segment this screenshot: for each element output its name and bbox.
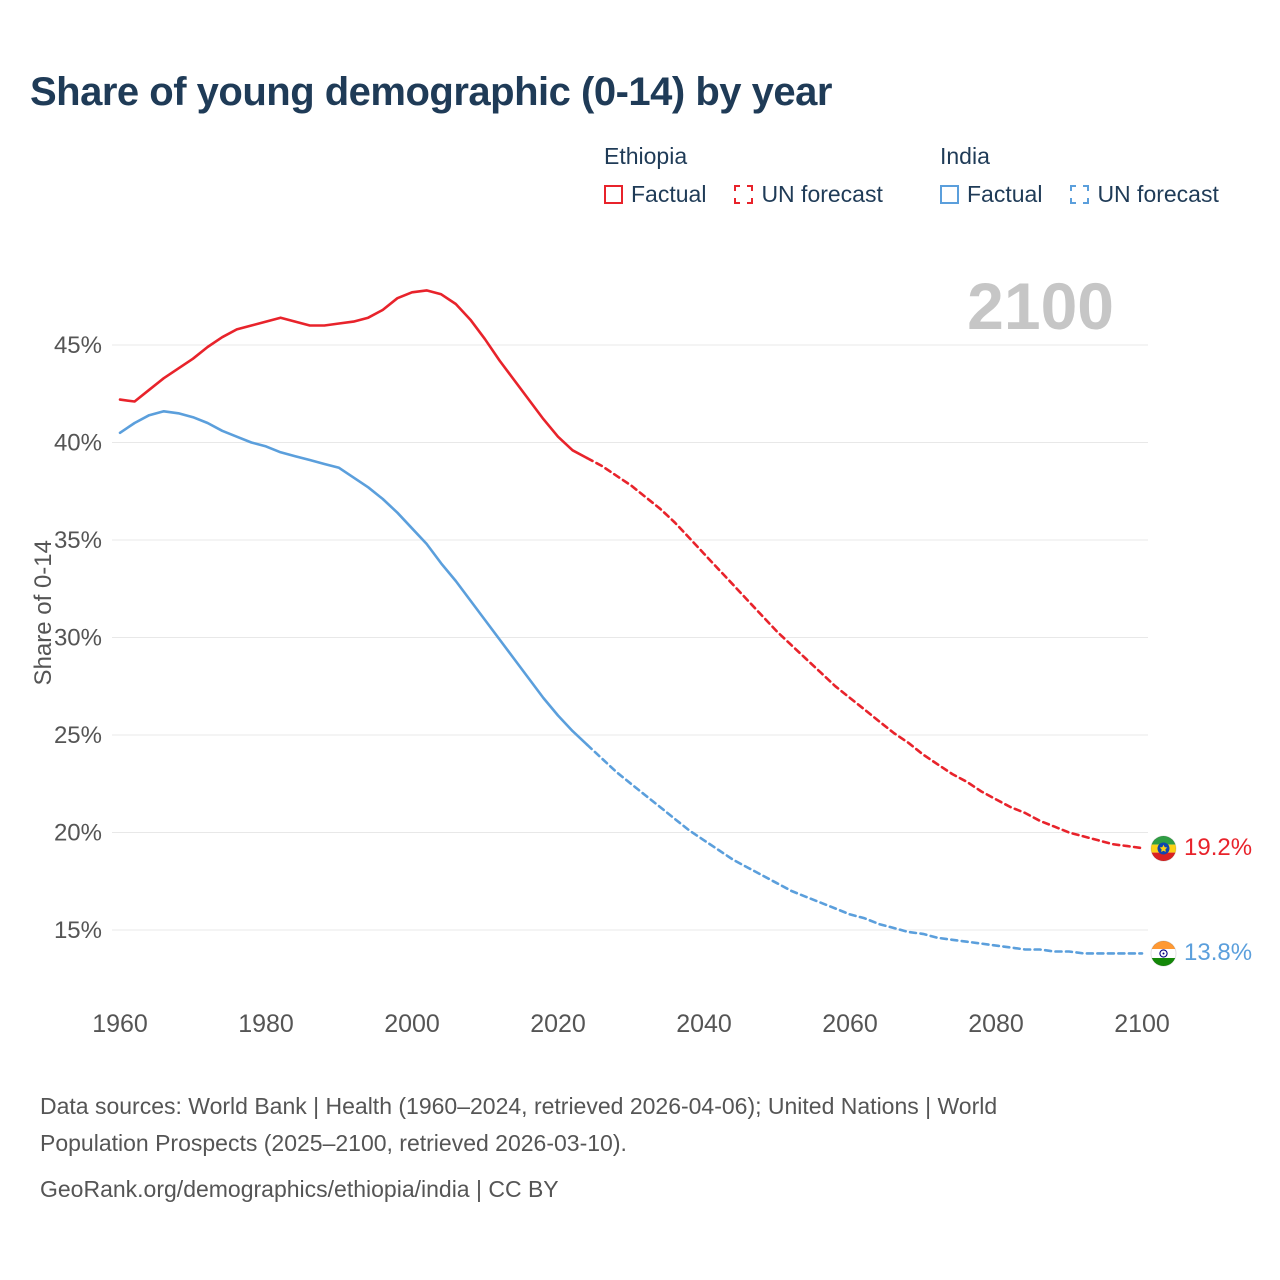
end-label-value-india: 13.8%	[1184, 939, 1253, 967]
legend-label-india-forecast: UN forecast	[1097, 181, 1219, 207]
legend-items-ethiopia: Factual UN forecast	[604, 181, 883, 208]
legend-label-india-factual: Factual	[967, 181, 1043, 207]
x-tick-label: 2000	[384, 1010, 440, 1038]
y-tick-label: 30%	[54, 625, 102, 652]
x-tick-label: 1960	[92, 1010, 148, 1038]
chart-svg: 15% 20% 25% 30% 35% 40% 45% 1960 1980 2000 2020 204…	[54, 289, 1170, 1038]
x-tick-label: 2040	[676, 1010, 732, 1038]
end-label-ethiopia: 19.2%	[1150, 834, 1252, 862]
y-tick-label: 15%	[54, 917, 102, 944]
series-line-ethiopia-dashed	[585, 456, 1144, 850]
data-sources-line-1: Data sources: World Bank | Health (1960–…	[40, 1093, 998, 1119]
x-tick-label: 2020	[530, 1010, 586, 1038]
legend-swatch-india-forecast-icon	[1070, 185, 1090, 204]
legend-items-india: Factual UN forecast	[940, 181, 1219, 208]
attribution-link: GeoRank.org/demographics/ethiopia/india …	[40, 1176, 559, 1202]
india-flag-icon	[1150, 940, 1177, 967]
watermark-year: 2100	[967, 269, 1114, 343]
series-line-india-solid	[118, 410, 589, 747]
end-label-india: 13.8%	[1150, 939, 1252, 967]
legend-group-ethiopia: Ethiopia Factual UN forecast	[604, 143, 883, 208]
y-tick-label: 40%	[54, 430, 102, 457]
x-tick-label: 2100	[1114, 1010, 1170, 1038]
legend-title-india: India	[940, 143, 990, 169]
x-tick-label: 2060	[822, 1010, 878, 1038]
legend-swatch-india-factual-icon	[940, 185, 959, 204]
x-tick-label: 1980	[238, 1010, 294, 1038]
x-tick-label: 2080	[968, 1010, 1024, 1038]
y-tick-label: 20%	[54, 820, 102, 847]
y-tick-label: 35%	[54, 527, 102, 554]
legend-group-india: India Factual UN forecast	[940, 143, 1219, 208]
data-sources: Data sources: World Bank | Health (1960–…	[40, 1088, 997, 1208]
legend-label-ethiopia-factual: Factual	[631, 181, 707, 207]
legend-swatch-ethiopia-forecast-icon	[734, 185, 754, 204]
data-sources-line-2: Population Prospects (2025–2100, retriev…	[40, 1130, 627, 1156]
series-line-ethiopia-solid	[118, 289, 589, 460]
y-tick-label: 25%	[54, 722, 102, 749]
end-label-value-ethiopia: 19.2%	[1184, 834, 1253, 862]
page-title: Share of young demographic (0-14) by yea…	[30, 70, 832, 114]
series-line-india-dashed	[585, 743, 1144, 955]
y-tick-label: 45%	[54, 332, 102, 359]
legend-title-ethiopia: Ethiopia	[604, 143, 688, 169]
ethiopia-flag-icon	[1150, 835, 1177, 862]
legend-label-ethiopia-forecast: UN forecast	[761, 181, 883, 207]
legend-swatch-ethiopia-factual-icon	[604, 185, 623, 204]
